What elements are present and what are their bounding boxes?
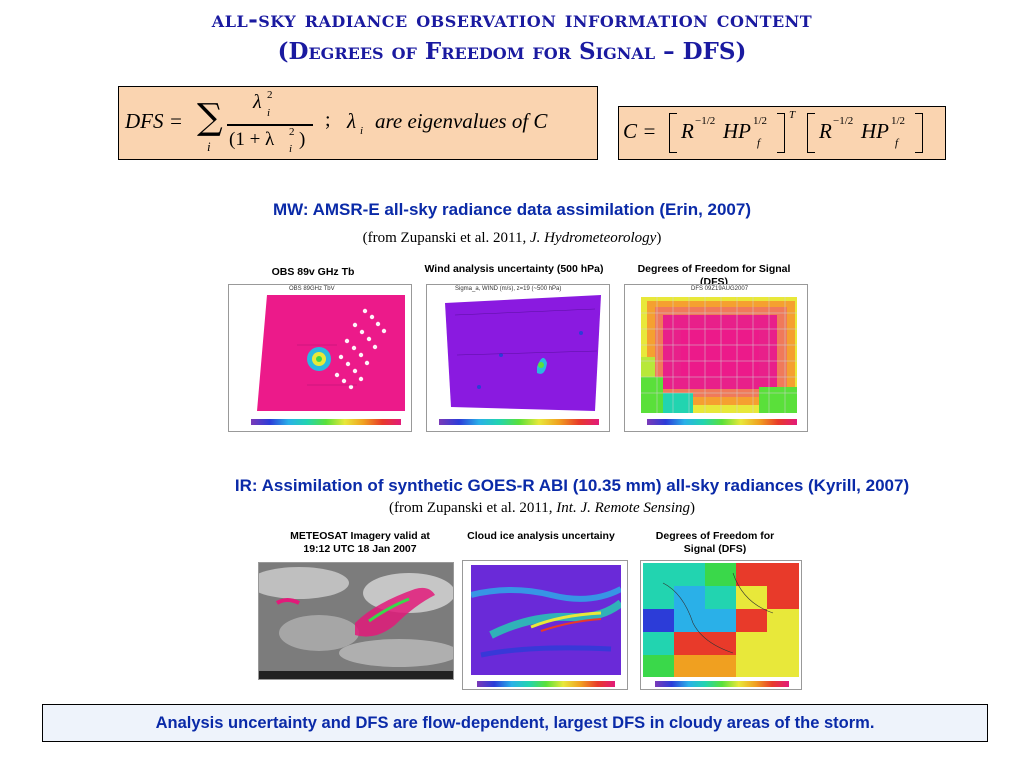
numerator-sup: 2 [267, 89, 273, 101]
slide-subtitle: (Degrees of Freedom for Signal – DFS) [277, 38, 747, 65]
mw-citation-close: ) [656, 230, 662, 246]
left-bracket-1 [669, 113, 677, 153]
cloud-ice-colorbar [477, 681, 615, 687]
left-bracket-2 [807, 113, 815, 153]
transpose-mark: T [789, 109, 796, 121]
sum-symbol: ∑ [197, 97, 223, 138]
hp-symbol-1: HP [723, 119, 751, 143]
wind-colorbar [439, 419, 599, 425]
mw-citation: (from Zupanski et al. 2011, J. Hydromete… [0, 230, 1024, 247]
ir-dfs-map [640, 560, 802, 690]
eigen-lambda: λ [347, 109, 357, 133]
meteosat-image [258, 562, 454, 680]
numerator-lambda: λ [253, 91, 262, 113]
dfs-formula-box: DFS = ∑ i λ 2 i (1 + λ 2 i ) ; λ i are e… [118, 86, 598, 160]
wind-field [445, 295, 601, 411]
obs-map-title: OBS 89GHz TbV [289, 286, 335, 292]
ir-caption-dfs: Degrees of Freedom for Signal (DFS) [655, 530, 775, 555]
cloud-ice-field [471, 565, 621, 675]
c-formula-box: C = R −1/2 HP 1/2 f T R −1/2 HP 1/2 f [618, 106, 946, 160]
eigen-text: are eigenvalues of C [375, 109, 548, 133]
mw-heading: MW: AMSR-E all-sky radiance data assimil… [272, 200, 752, 219]
wind-map-title: Sigma_a, WIND (m/s), z=19 (~500 hPa) [455, 286, 562, 292]
r-symbol-2: R [819, 119, 832, 143]
ir-heading: IR: Assimilation of synthetic GOES-R ABI… [234, 476, 910, 495]
numerator-sub: i [267, 107, 271, 119]
denominator: (1 + λ [229, 129, 275, 150]
mw-caption-wind: Wind analysis uncertainty (500 hPa) [424, 263, 604, 275]
wind-uncertainty-map: Sigma_a, WIND (m/s), z=19 (~500 hPa) [426, 284, 610, 432]
denominator-close: ) [299, 129, 306, 150]
right-bracket-1 [777, 113, 785, 153]
right-bracket-2 [915, 113, 923, 153]
hp-sub-1: f [757, 137, 761, 149]
mw-dfs-colorbar [647, 419, 797, 425]
mw-citation-journal: J. Hydrometeorology [529, 230, 657, 246]
separator: ; [325, 109, 331, 131]
mw-caption-obs: OBS 89v GHz Tb [271, 266, 355, 278]
hp-sup-2: 1/2 [891, 115, 906, 127]
r-symbol-1: R [681, 119, 694, 143]
sum-index: i [207, 139, 211, 154]
ir-citation: (from Zupanski et al. 2011, Int. J. Remo… [30, 500, 1024, 517]
obs-field [257, 295, 405, 411]
conclusion-banner: Analysis uncertainty and DFS are flow-de… [42, 704, 988, 742]
ir-caption-meteosat: METEOSAT Imagery valid at 19:12 UTC 18 J… [290, 530, 430, 555]
eigen-sub: i [360, 125, 364, 137]
ir-caption-cloud-ice: Cloud ice analysis uncertainy [467, 530, 615, 542]
hp-sup-1: 1/2 [753, 115, 768, 127]
hp-sub-2: f [895, 137, 899, 149]
denominator-sup: 2 [289, 126, 295, 138]
dfs-lhs: DFS = [125, 109, 183, 133]
mw-dfs-map-title: DFS 09Z19AUG2007 [691, 286, 749, 292]
slide-title: all-sky radiance observation information… [211, 6, 813, 33]
cloud-ice-uncertainty-map [462, 560, 628, 690]
meteosat-clouds [259, 563, 453, 679]
mw-dfs-map: DFS 09Z19AUG2007 [624, 284, 808, 432]
mw-citation-text: (from Zupanski et al. 2011, [362, 230, 530, 246]
ir-dfs-field [643, 563, 799, 677]
obs-89ghz-map: OBS 89GHz TbV [228, 284, 412, 432]
r-exp-2: −1/2 [833, 115, 854, 127]
mw-dfs-field [641, 297, 797, 413]
obs-colorbar [251, 419, 401, 425]
r-exp-1: −1/2 [695, 115, 716, 127]
ir-citation-journal: Int. J. Remote Sensing [556, 500, 691, 516]
hp-symbol-2: HP [861, 119, 889, 143]
ir-dfs-colorbar [655, 681, 789, 687]
ir-citation-text: (from Zupanski et al. 2011, [388, 500, 557, 516]
c-lhs: C = [623, 119, 657, 143]
fraction-bar [227, 124, 313, 126]
ir-citation-close: ) [690, 500, 696, 516]
denominator-sub: i [289, 143, 293, 155]
